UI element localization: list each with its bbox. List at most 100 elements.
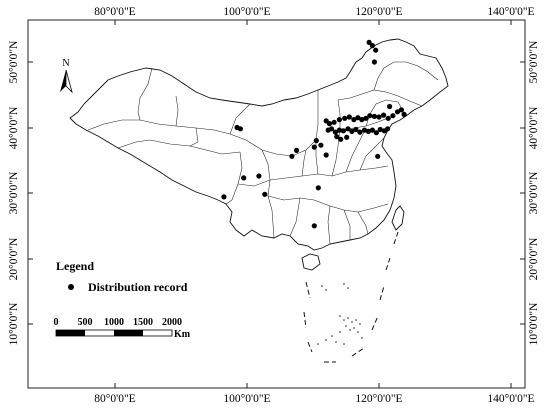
distribution-record-point <box>340 128 346 134</box>
distribution-record-point <box>338 136 344 142</box>
distribution-record-point <box>351 117 357 123</box>
distribution-record-point <box>371 113 377 119</box>
distribution-record-point <box>315 185 321 191</box>
distribution-record-point <box>398 107 404 113</box>
graticule-ticks <box>28 20 525 388</box>
scale-label: 500 <box>78 317 93 328</box>
top-tick-label: 100°0'0"E <box>223 6 270 18</box>
legend-item-label: Distribution record <box>88 280 188 294</box>
distribution-record-point <box>241 175 247 181</box>
distribution-record-point <box>344 134 350 140</box>
bottom-longitude-labels: 80°0'0"E 100°0'0"E 120°0'0"E 140°0'0"E <box>94 393 534 405</box>
distribution-record-point <box>359 117 365 123</box>
right-tick-label: 10°0'0"N <box>528 302 540 345</box>
right-tick-label: 30°0'0"N <box>528 171 540 214</box>
distribution-record-point <box>313 138 319 144</box>
legend: Legend Distribution record <box>56 259 188 294</box>
distribution-record-point <box>373 130 379 136</box>
map-frame <box>27 19 526 389</box>
scale-bar-segment <box>114 330 143 336</box>
distribution-record-point <box>326 121 333 127</box>
bottom-tick-label: 80°0'0"E <box>94 393 135 405</box>
distribution-record-point <box>345 126 351 132</box>
north-label: N <box>62 58 69 69</box>
distribution-records <box>221 39 407 229</box>
distribution-record-point <box>381 112 387 118</box>
country-outline <box>69 38 449 251</box>
distribution-record-point <box>355 115 361 121</box>
left-tick-label: 30°0'0"N <box>8 171 20 214</box>
left-tick-label: 20°0'0"N <box>8 237 20 280</box>
distribution-record-point <box>334 134 340 140</box>
distribution-record-point <box>237 126 243 132</box>
legend-marker <box>68 284 74 290</box>
scale-label: 1500 <box>133 317 153 328</box>
bottom-tick-label: 140°0'0"E <box>487 393 534 405</box>
distribution-record-point <box>366 39 372 46</box>
distribution-record-point <box>336 127 342 133</box>
scale-label: 0 <box>54 317 59 328</box>
distribution-record-point <box>332 129 338 135</box>
distribution-record-point <box>336 117 342 123</box>
distribution-record-point <box>221 194 227 200</box>
right-latitude-labels: 50°0'0"N 40°0'0"N 30°0'0"N 20°0'0"N 10°0… <box>528 40 540 345</box>
distribution-record-point <box>367 113 373 119</box>
left-latitude-labels: 50°0'0"N 40°0'0"N 30°0'0"N 20°0'0"N 10°0… <box>8 40 20 345</box>
right-tick-label: 40°0'0"N <box>528 106 540 149</box>
distribution-record-point <box>369 43 375 49</box>
distribution-record-point <box>357 129 363 135</box>
taiwan-island <box>391 205 405 231</box>
distribution-record-point <box>289 153 295 159</box>
distribution-record-point <box>390 113 396 119</box>
left-tick-label: 40°0'0"N <box>8 106 20 149</box>
distribution-record-point <box>401 111 407 117</box>
distribution-record-point <box>349 128 355 134</box>
scale-unit: Km <box>174 329 191 340</box>
distribution-record-point <box>373 47 379 53</box>
distribution-record-point <box>331 119 337 125</box>
legend-title: Legend <box>56 259 94 273</box>
distribution-record-point <box>369 127 375 133</box>
distribution-record-point <box>394 109 401 115</box>
distribution-record-point <box>353 126 359 133</box>
distribution-record-point <box>375 153 381 159</box>
right-tick-label: 50°0'0"N <box>528 40 540 83</box>
top-tick-label: 140°0'0"E <box>487 6 534 18</box>
distribution-record-point <box>311 144 317 150</box>
right-tick-label: 20°0'0"N <box>528 237 540 280</box>
distribution-record-point <box>376 114 382 120</box>
scale-bar-segment <box>56 330 85 336</box>
distribution-record-point <box>323 152 329 158</box>
scale-bar: 0 500 1000 1500 2000 Km <box>54 317 191 340</box>
distribution-record-point <box>262 191 268 197</box>
distribution-record-point <box>377 126 383 133</box>
distribution-record-point <box>371 59 377 65</box>
top-longitude-labels: 80°0'0"E 100°0'0"E 120°0'0"E 140°0'0"E <box>94 6 534 18</box>
nine-dash-line <box>303 231 399 363</box>
south-sea-islands <box>317 283 363 345</box>
distribution-record-point <box>328 126 335 132</box>
north-arrow-left <box>60 70 66 92</box>
distribution-record-point <box>387 103 393 110</box>
bottom-tick-label: 120°0'0"E <box>355 393 402 405</box>
scale-label: 2000 <box>162 317 182 328</box>
hainan-island <box>301 253 321 271</box>
bottom-tick-label: 100°0'0"E <box>223 393 270 405</box>
distribution-record-point <box>256 173 262 179</box>
distribution-record-point <box>361 127 368 133</box>
left-tick-label: 10°0'0"N <box>8 302 20 345</box>
distribution-record-point <box>342 115 348 121</box>
distribution-record-point <box>385 115 391 121</box>
distribution-record-point <box>293 147 300 153</box>
distribution-record-point <box>363 115 369 121</box>
distribution-record-point <box>318 142 324 148</box>
top-tick-label: 80°0'0"E <box>94 6 135 18</box>
north-arrow-right <box>65 69 73 94</box>
distribution-record-point <box>311 223 317 229</box>
north-arrow: N <box>60 58 73 94</box>
distribution-record-point <box>365 128 371 134</box>
distribution-record-point <box>346 114 352 120</box>
scale-label: 1000 <box>104 317 124 328</box>
